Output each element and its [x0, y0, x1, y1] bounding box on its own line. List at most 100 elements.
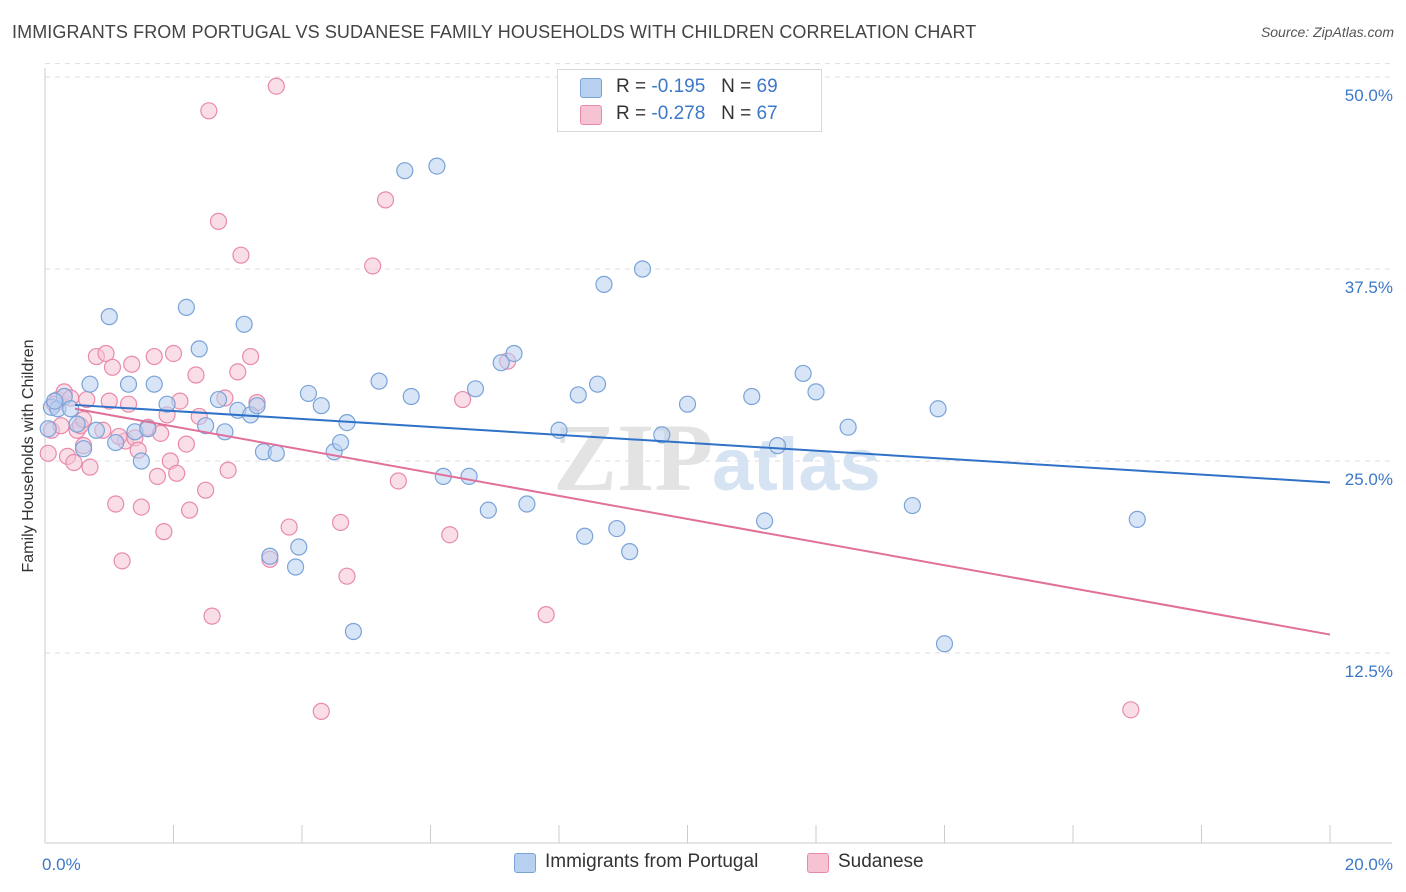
portugal-point: [100, 308, 118, 326]
legend-n-value: 69: [756, 76, 778, 97]
watermark: ZIP atlas: [553, 404, 881, 511]
sudanese-point: [1122, 701, 1140, 719]
y-tick-label: 25.0%: [1345, 470, 1393, 489]
x-tick-label: 20.0%: [1345, 855, 1393, 874]
x-tick-label: 0.0%: [42, 855, 81, 874]
sudanese-point: [267, 77, 285, 95]
portugal-point: [466, 380, 485, 398]
portugal-point: [428, 157, 446, 175]
sudanese-trend-line: [74, 407, 1331, 636]
portugal-point: [807, 383, 825, 401]
sudanese-point: [145, 347, 163, 366]
portugal-point: [81, 375, 99, 393]
sudanese-point: [389, 472, 407, 490]
portugal-point: [588, 375, 607, 393]
sudanese-point: [65, 453, 83, 472]
sudanese-point: [81, 458, 99, 476]
portugal-point: [396, 162, 414, 180]
portugal-point: [839, 418, 857, 436]
sudanese-point: [148, 467, 167, 485]
legend-n-value: 67: [756, 103, 778, 124]
sudanese-point: [107, 495, 125, 513]
portugal-point: [290, 538, 308, 556]
portugal-point: [903, 496, 921, 515]
portugal-point: [755, 512, 774, 530]
sudanese-point: [312, 702, 330, 720]
y-tick-label: 50.0%: [1345, 86, 1393, 105]
sudanese-point: [113, 552, 131, 570]
y-tick-label: 12.5%: [1345, 662, 1393, 681]
portugal-point: [678, 395, 697, 413]
portugal-point: [479, 501, 497, 519]
portugal-point: [299, 384, 318, 403]
portugal-point: [46, 392, 64, 410]
portugal-point: [505, 344, 523, 363]
portugal-point: [145, 375, 163, 393]
sudanese-point: [187, 366, 205, 384]
tick-labels: 12.5% 25.0% 37.5% 50.0% 0.0% 20.0%: [42, 86, 1393, 874]
portugal-point: [87, 421, 106, 439]
sudanese-point: [168, 464, 186, 482]
sudanese-point: [242, 347, 260, 366]
portugal-point: [158, 395, 176, 413]
portugal-point: [107, 433, 125, 452]
portugal-point: [139, 420, 157, 438]
portugal-point: [119, 375, 138, 393]
sudanese-point: [123, 355, 141, 373]
sudanese-point: [280, 518, 298, 536]
y-tick-label: 37.5%: [1345, 278, 1393, 297]
sudanese-point: [200, 102, 218, 120]
portugal-point: [1128, 510, 1146, 528]
watermark-atlas: atlas: [712, 423, 881, 506]
portugal-point: [929, 400, 947, 418]
chart-title: IMMIGRANTS FROM PORTUGAL VS SUDANESE FAM…: [12, 22, 977, 42]
portugal-point: [312, 397, 330, 415]
trend-lines: [74, 403, 1331, 636]
sudanese-points: [39, 77, 1140, 720]
portugal-point: [209, 390, 228, 409]
grid-lines: [45, 63, 1392, 654]
sudanese-point: [338, 567, 356, 585]
portugal-point: [569, 386, 587, 404]
legend-swatch-portugal: [580, 78, 602, 98]
portugal-point: [248, 397, 266, 415]
legend-n-label: N =: [721, 103, 752, 124]
portugal-point: [492, 354, 510, 372]
legend-label-sudanese: Sudanese: [838, 851, 924, 872]
y-axis-title: Family Households with Children: [20, 340, 37, 573]
sudanese-point: [537, 605, 555, 624]
portugal-point: [68, 415, 86, 433]
portugal-point: [794, 364, 812, 383]
watermark-zip: ZIP: [553, 404, 713, 511]
portugal-point: [177, 298, 195, 316]
sudanese-point: [229, 363, 247, 381]
sudanese-point: [164, 344, 183, 363]
legend-swatch-sudanese: [807, 853, 829, 873]
sudanese-point: [376, 191, 395, 209]
legend-swatch-sudanese: [580, 105, 602, 125]
sudanese-point: [180, 501, 199, 519]
chart-source: Source: ZipAtlas.com: [1260, 24, 1394, 40]
portugal-point: [370, 372, 388, 390]
sudanese-point: [132, 498, 150, 516]
sudanese-point: [364, 257, 382, 275]
legend-label-portugal: Immigrants from Portugal: [545, 851, 759, 872]
sudanese-point: [100, 392, 118, 410]
legend-r-value: -0.195: [651, 76, 706, 97]
portugal-point: [197, 417, 215, 435]
sudanese-point: [155, 523, 173, 541]
portugal-point: [633, 260, 652, 278]
portugal-point: [190, 340, 208, 358]
portugal-point: [743, 387, 761, 406]
stats-legend: R = -0.195 N = 69 R = -0.278 N = 67: [557, 69, 822, 132]
sudanese-point: [454, 390, 472, 409]
sudanese-point: [219, 461, 237, 479]
portugal-point: [267, 444, 285, 462]
sudanese-point: [203, 607, 221, 625]
portugal-point: [235, 315, 253, 333]
portugal-point: [768, 437, 787, 455]
portugal-point: [261, 547, 279, 565]
sudanese-point: [331, 513, 350, 532]
sudanese-point: [119, 395, 138, 413]
